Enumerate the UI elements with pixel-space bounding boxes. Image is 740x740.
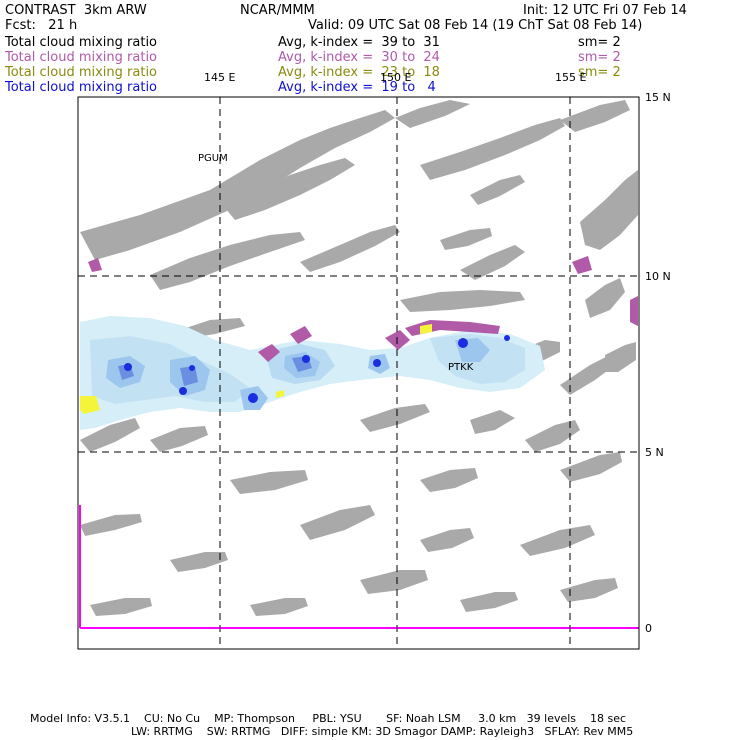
forecast-hour: Fcst: 21 h: [5, 18, 78, 33]
station-label: PGUM: [198, 153, 228, 164]
lat-label: 15 N: [645, 91, 671, 104]
valid-time: Valid: 09 UTC Sat 08 Feb 14 (19 ChT Sat …: [308, 18, 643, 33]
lat-label: 0: [645, 622, 652, 635]
legend-field: Total cloud mixing ratio: [5, 50, 158, 65]
lon-label: 145 E: [204, 71, 235, 84]
cloud-layer: [79, 256, 639, 629]
legend-kindex: Avg, k-index = 19 to 4: [278, 80, 436, 95]
model-title: CONTRAST 3km ARW: [5, 3, 147, 18]
model-info-line1: Model Info: V3.5.1 CU: No Cu MP: Thompso…: [30, 712, 627, 725]
legend-field: Total cloud mixing ratio: [5, 35, 158, 50]
legend-smoothing: sm= 2: [578, 35, 621, 50]
lon-label: 155 E: [555, 71, 586, 84]
station-label: PTKK: [448, 362, 474, 373]
legend-kindex: Avg, k-index = 30 to 24: [278, 50, 440, 65]
model-info-line2: LW: RRTMG SW: RRTMG DIFF: simple KM: 3D …: [131, 725, 634, 738]
lon-label: 150 E: [380, 71, 411, 84]
legend-smoothing: sm= 2: [578, 65, 621, 80]
legend-field: Total cloud mixing ratio: [5, 80, 158, 95]
legend-kindex: Avg, k-index = 23 to 18: [278, 65, 440, 80]
legend-kindex: Avg, k-index = 39 to 31: [278, 35, 440, 50]
legend-smoothing: sm= 2: [578, 50, 621, 65]
graticule: [78, 96, 639, 649]
lat-label: 10 N: [645, 270, 671, 283]
legend-field: Total cloud mixing ratio: [5, 65, 158, 80]
organization: NCAR/MMM: [240, 3, 315, 18]
init-time: Init: 12 UTC Fri 07 Feb 14: [523, 3, 687, 18]
lat-label: 5 N: [645, 446, 664, 459]
terrain-layer: [80, 100, 638, 616]
